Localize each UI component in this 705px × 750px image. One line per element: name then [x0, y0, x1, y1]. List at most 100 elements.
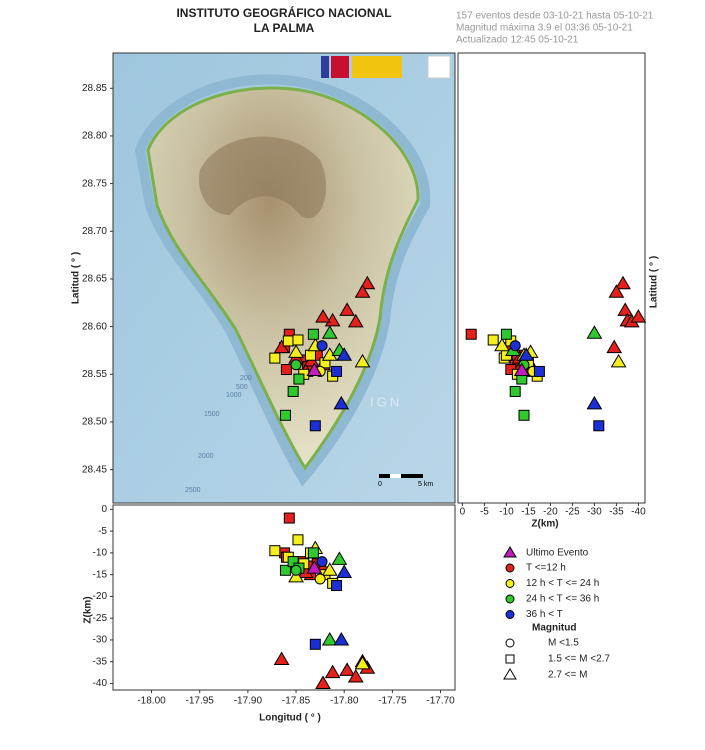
marker-triangle: [617, 302, 634, 316]
marker-square: [287, 385, 299, 397]
contour-label: 2000: [198, 453, 214, 460]
marker-square: [280, 364, 292, 376]
z2-tick-label: -5: [98, 526, 107, 537]
z-tick-label: -5: [480, 507, 489, 518]
marker-triangle: [494, 337, 510, 352]
marker-triangle: [321, 631, 338, 646]
scale-label: 0: [378, 481, 382, 488]
marker-triangle: [630, 309, 647, 323]
marker-triangle: [288, 568, 304, 583]
marker-square: [309, 638, 321, 650]
marker-square: [518, 409, 530, 421]
marker-triangle: [503, 668, 517, 680]
marker-square: [269, 352, 281, 364]
marker-triangle: [354, 353, 371, 368]
marker-triangle: [354, 655, 371, 670]
contour-label: 1000: [226, 392, 242, 399]
title: INSTITUTO GEOGRÁFICO NACIONAL: [176, 5, 391, 20]
marker-square: [269, 545, 281, 557]
marker-triangle: [273, 651, 290, 666]
marker-square: [309, 420, 321, 432]
marker-square: [307, 328, 319, 340]
y-tick-label: 28.65: [82, 274, 107, 285]
z-tick-label: -20: [543, 507, 558, 518]
contour-label: 200: [240, 375, 252, 382]
y-tick-label: 28.75: [82, 178, 107, 189]
marker-square: [282, 335, 294, 347]
map-frame: [112, 52, 456, 504]
marker-circle: [509, 340, 521, 352]
marker-triangle: [321, 562, 338, 576]
subtitle: LA PALMA: [254, 21, 315, 35]
bottom-frame: [112, 504, 456, 691]
z-tick-label: -40: [631, 507, 646, 518]
y-tick-label: 28.50: [82, 417, 107, 428]
contour-label: 2500: [185, 487, 201, 494]
marker-triangle: [586, 395, 603, 410]
marker-triangle: [333, 631, 350, 646]
marker-square: [331, 365, 343, 377]
marker-triangle: [306, 560, 323, 574]
marker-circle: [505, 610, 515, 619]
marker-triangle: [336, 564, 353, 578]
legend: Ultimo Evento T <=12 h 12 h < T <= 24 h 24 …: [526, 548, 610, 681]
marker-triangle: [359, 275, 376, 290]
marker-circle: [505, 594, 515, 604]
marker-square: [500, 328, 512, 340]
marker-circle: [505, 579, 515, 588]
marker-square: [279, 564, 291, 576]
marker-square: [533, 365, 545, 377]
y-tick-label: 28.70: [82, 226, 107, 237]
marker-triangle: [331, 551, 348, 565]
z2-tick-label: -30: [93, 635, 108, 646]
legend-label: 2.7 <= M: [548, 670, 587, 681]
marker-square: [487, 334, 499, 346]
marker-triangle: [615, 275, 631, 290]
y-axis-label: Latitud ( ° ): [71, 252, 82, 304]
z2-tick-label: -10: [93, 548, 108, 559]
z-tick-label: -10: [499, 507, 514, 518]
x-tick-label: -17.75: [378, 696, 407, 707]
marker-square: [293, 373, 305, 385]
x-tick-label: -17.70: [426, 696, 455, 707]
marker-square: [331, 580, 343, 592]
marker-triangle: [333, 395, 350, 410]
z2-tick-label: -35: [93, 656, 108, 667]
z-tick-label: -30: [587, 507, 602, 518]
legend-label: T <=12 h: [526, 563, 566, 574]
y-tick-label: 28.45: [82, 464, 107, 475]
map: [113, 53, 455, 503]
z2-axis-label: Z(km): [83, 596, 94, 623]
marker-triangle: [321, 325, 338, 339]
marker-triangle: [336, 347, 353, 361]
marker-square: [283, 512, 295, 524]
x-tick-label: -17.90: [234, 696, 263, 707]
watermark: IGN: [370, 394, 402, 409]
z2-tick-label: -40: [93, 678, 108, 689]
marker-square: [593, 420, 605, 432]
marker-triangle: [610, 353, 627, 368]
x-tick-label: -17.95: [186, 696, 215, 707]
scale-label: 5 km: [418, 481, 433, 488]
legend-label: Ultimo Evento: [526, 548, 589, 559]
y-tick-label: 28.55: [82, 369, 107, 380]
z2-tick-label: -25: [93, 613, 108, 624]
marker-square: [509, 385, 521, 397]
z-tick-label: -15: [521, 507, 536, 518]
z-tick-label: -25: [565, 507, 580, 518]
y-tick-label: 28.60: [82, 321, 107, 332]
marker-square: [505, 654, 515, 664]
marker-triangle: [315, 309, 331, 323]
marker-circle: [316, 556, 328, 568]
legend-label: M <1.5: [548, 638, 579, 649]
marker-square: [307, 547, 319, 559]
z2-tick-label: -15: [93, 569, 108, 580]
marker-triangle: [347, 313, 364, 328]
x-tick-label: -17.80: [330, 696, 359, 707]
marker-triangle: [503, 546, 517, 558]
marker-triangle: [354, 284, 371, 298]
marker-circle: [316, 340, 328, 352]
marker-triangle: [513, 362, 530, 376]
marker-square: [304, 349, 316, 361]
legend-label: 24 h < T <= 36 h: [526, 594, 599, 605]
